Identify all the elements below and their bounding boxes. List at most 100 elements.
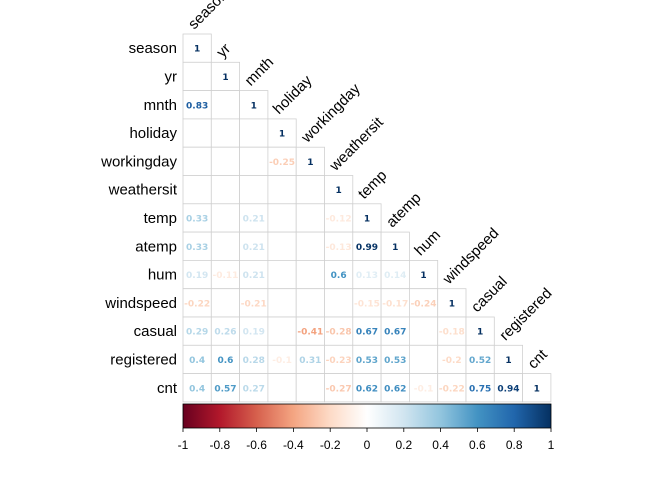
cell-value-label: 0.27 bbox=[243, 384, 265, 394]
cell-value-label: -0.1 bbox=[272, 356, 292, 366]
cell-value-label: 0.33 bbox=[186, 214, 208, 224]
heatmap-cell bbox=[210, 259, 241, 290]
heatmap-cell bbox=[239, 231, 269, 261]
heatmap-cell bbox=[295, 373, 325, 403]
cell-value-label: -0.27 bbox=[326, 384, 352, 394]
heatmap-cell bbox=[324, 373, 354, 403]
cell-value-label: 1 bbox=[477, 328, 483, 338]
heatmap-cells: 1 1 0.83 1 1 -0.25 1 1 0.33 0.21 -0.12 1 0.33 0.21 -0.… bbox=[182, 33, 552, 403]
heatmap-cell bbox=[239, 90, 269, 120]
heatmap-cell bbox=[210, 61, 241, 91]
colorbar-ticks: -1 -0.8 -0.6 -0.4 -0.2 0 0.2 0.4 0.6 0.8 1 bbox=[178, 428, 555, 452]
cell-value-label: -0.15 bbox=[354, 299, 380, 309]
heatmap-cell bbox=[324, 175, 354, 205]
heatmap-cell bbox=[182, 316, 212, 346]
colorbar: -1 -0.8 -0.6 -0.4 -0.2 0 0.2 0.4 0.6 0.8 1 bbox=[178, 403, 555, 452]
heatmap-cell bbox=[210, 231, 241, 261]
cell-value-label: -0.13 bbox=[326, 243, 352, 253]
cell-value-label: -0.12 bbox=[326, 214, 352, 224]
heatmap-cell bbox=[352, 231, 382, 261]
row-label: season bbox=[129, 40, 177, 57]
heatmap-cell bbox=[267, 288, 297, 318]
heatmap-cell bbox=[465, 316, 495, 346]
heatmap-cell bbox=[267, 175, 297, 205]
heatmap-cell bbox=[182, 33, 212, 63]
cell-value-label: -0.25 bbox=[269, 158, 295, 168]
cell-value-label: -0.41 bbox=[297, 328, 323, 338]
heatmap-cell bbox=[324, 259, 354, 290]
heatmap-cell bbox=[437, 344, 467, 374]
row-label: holiday bbox=[129, 125, 177, 142]
cell-value-label: 0.62 bbox=[356, 384, 378, 394]
heatmap-cell bbox=[239, 203, 269, 233]
heatmap-cell bbox=[295, 231, 325, 261]
cell-value-label: 0.14 bbox=[384, 271, 406, 281]
cell-value-label: -0.22 bbox=[439, 384, 465, 394]
cell-value-label: 0.6 bbox=[217, 356, 233, 366]
heatmap-cell bbox=[182, 146, 212, 176]
cell-value-label: 0.13 bbox=[356, 271, 378, 281]
cell-value-label: 0.99 bbox=[356, 243, 378, 253]
row-label: casual bbox=[134, 323, 177, 340]
colorbar-gradient bbox=[182, 403, 552, 429]
heatmap-cell bbox=[239, 373, 269, 403]
column-label: hum bbox=[411, 227, 444, 260]
cell-value-label: 0.52 bbox=[469, 356, 491, 366]
colorbar-tick-label: 0 bbox=[364, 438, 371, 452]
heatmap-cell bbox=[182, 118, 212, 148]
heatmap-cell bbox=[182, 259, 212, 290]
cell-value-label: 0.53 bbox=[384, 356, 406, 366]
cell-value-label: 0.31 bbox=[299, 356, 321, 366]
heatmap-cell bbox=[267, 259, 297, 290]
heatmap-cell bbox=[324, 288, 354, 318]
row-label: mnth bbox=[144, 97, 177, 114]
cell-value-label: 1 bbox=[392, 243, 398, 253]
heatmap-cell bbox=[437, 288, 467, 318]
cell-value-label: 1 bbox=[364, 214, 370, 224]
cell-value-label: 0.19 bbox=[186, 271, 208, 281]
column-label: weathersit bbox=[326, 113, 388, 175]
heatmap-cell bbox=[267, 146, 297, 176]
colorbar-tick-label: -0.2 bbox=[320, 438, 341, 452]
colorbar-tick-label: -1 bbox=[178, 438, 189, 452]
cell-value-label: -0.28 bbox=[326, 328, 352, 338]
cell-value-label: 0.67 bbox=[356, 328, 378, 338]
heatmap-cell bbox=[210, 175, 241, 205]
cell-value-label: 0.57 bbox=[214, 384, 236, 394]
column-label: cnt bbox=[525, 346, 552, 373]
cell-value-label: 1 bbox=[279, 130, 285, 140]
cell-value-label: 1 bbox=[222, 73, 228, 83]
heatmap-cell bbox=[408, 288, 439, 318]
cell-value-label: 0.21 bbox=[243, 271, 265, 281]
cell-value-label: 1 bbox=[336, 186, 342, 196]
cell-value-label: 1 bbox=[449, 299, 455, 309]
heatmap-cell bbox=[239, 146, 269, 176]
cell-value-label: -0.18 bbox=[439, 328, 465, 338]
heatmap-cell bbox=[295, 259, 325, 290]
cell-value-label: 0.62 bbox=[384, 384, 406, 394]
heatmap-cell bbox=[210, 118, 241, 148]
heatmap-cell bbox=[493, 344, 523, 374]
column-label: season bbox=[185, 0, 231, 33]
row-label: cnt bbox=[157, 380, 178, 397]
row-label: weathersit bbox=[108, 182, 178, 199]
row-label: yr bbox=[165, 68, 178, 85]
cell-value-label: 0.94 bbox=[497, 384, 519, 394]
cell-value-label: 0.26 bbox=[214, 328, 236, 338]
cell-value-label: 0.53 bbox=[356, 356, 378, 366]
cell-value-label: -0.22 bbox=[184, 299, 210, 309]
heatmap-cell bbox=[267, 231, 297, 261]
colorbar-tick-label: 0.2 bbox=[395, 438, 412, 452]
cell-value-label: 0.6 bbox=[331, 271, 347, 281]
heatmap-cell bbox=[380, 231, 410, 261]
cell-value-label: 0.4 bbox=[189, 356, 205, 366]
heatmap-cell bbox=[380, 316, 410, 346]
column-label: atemp bbox=[383, 189, 425, 231]
cell-value-label: 0.33 bbox=[186, 243, 208, 253]
heatmap-cell bbox=[267, 203, 297, 233]
row-label: workingday bbox=[100, 153, 177, 170]
cell-value-label: 1 bbox=[534, 384, 540, 394]
cell-value-label: 0.21 bbox=[243, 243, 265, 253]
heatmap-cell bbox=[239, 118, 269, 148]
heatmap-cell bbox=[352, 259, 382, 290]
